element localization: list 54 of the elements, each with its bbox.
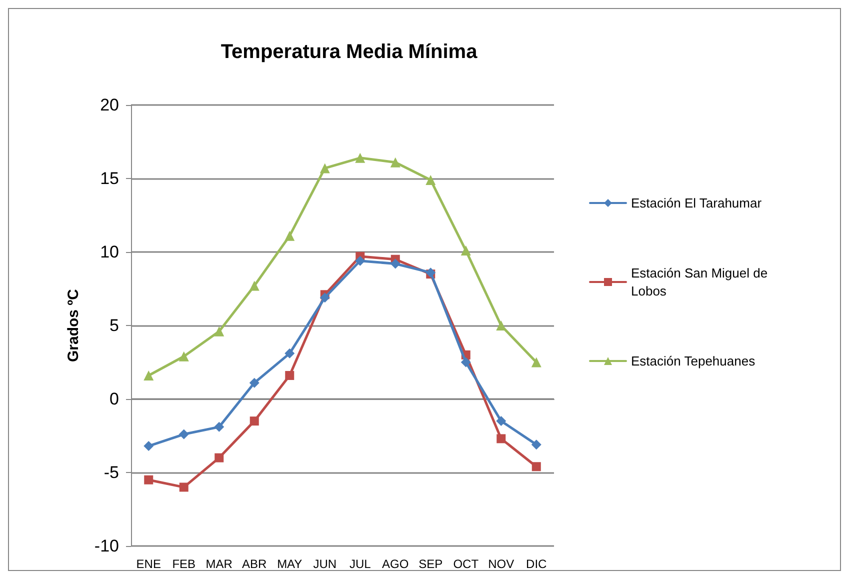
y-tick-label: 10 bbox=[100, 242, 119, 262]
point bbox=[214, 326, 224, 336]
legend-label: Estación El Tarahumar bbox=[631, 196, 762, 210]
point bbox=[249, 378, 260, 388]
y-axis-title: Grados ºC bbox=[65, 288, 82, 362]
point bbox=[496, 320, 506, 330]
point bbox=[390, 157, 400, 168]
x-tick-label: DIC bbox=[526, 557, 548, 571]
x-tick-label: NOV bbox=[488, 557, 514, 571]
point bbox=[284, 230, 295, 241]
legend-label: Estación San Miguel de Lobos bbox=[631, 266, 772, 298]
point bbox=[320, 163, 330, 174]
point bbox=[460, 357, 471, 368]
y-tick-label: 0 bbox=[110, 390, 119, 408]
legend-label: Estación Tepehuanes bbox=[631, 354, 756, 368]
point bbox=[284, 348, 295, 358]
point bbox=[390, 258, 400, 269]
point bbox=[531, 440, 542, 450]
chart-title: Temperatura Media Mínima bbox=[220, 41, 478, 63]
y-tick-label: -5 bbox=[104, 463, 119, 482]
point bbox=[355, 256, 366, 266]
point bbox=[214, 422, 224, 432]
y-tick-label: 5 bbox=[110, 316, 119, 335]
y-tick-label: 20 bbox=[100, 96, 119, 114]
x-tick-label: SEP bbox=[418, 557, 443, 571]
y-tick-label: 15 bbox=[100, 169, 119, 188]
point bbox=[144, 370, 154, 380]
point bbox=[496, 434, 506, 444]
y-tick-label: -10 bbox=[94, 536, 119, 556]
point bbox=[178, 351, 189, 362]
point bbox=[214, 453, 224, 462]
point bbox=[532, 462, 541, 472]
x-tick-label: MAR bbox=[206, 557, 233, 571]
point bbox=[426, 174, 436, 185]
x-tick-label: OCT bbox=[453, 557, 480, 571]
x-tick-label: ABR bbox=[242, 557, 268, 571]
point bbox=[179, 482, 188, 492]
point bbox=[250, 416, 259, 426]
point bbox=[178, 429, 189, 440]
x-tick-label: FEB bbox=[172, 557, 196, 571]
point bbox=[285, 370, 294, 380]
point bbox=[320, 292, 330, 303]
x-tick-label: JUL bbox=[349, 557, 372, 571]
point bbox=[249, 280, 260, 291]
x-tick-label: JUN bbox=[313, 557, 337, 571]
x-tick-label: ENE bbox=[136, 557, 161, 571]
point bbox=[144, 475, 154, 484]
x-tick-label: MAY bbox=[277, 557, 302, 571]
x-tick-label: AGO bbox=[382, 557, 409, 571]
point bbox=[496, 416, 506, 426]
point bbox=[355, 152, 366, 163]
point bbox=[531, 357, 542, 368]
point bbox=[144, 441, 154, 452]
point bbox=[460, 246, 471, 256]
